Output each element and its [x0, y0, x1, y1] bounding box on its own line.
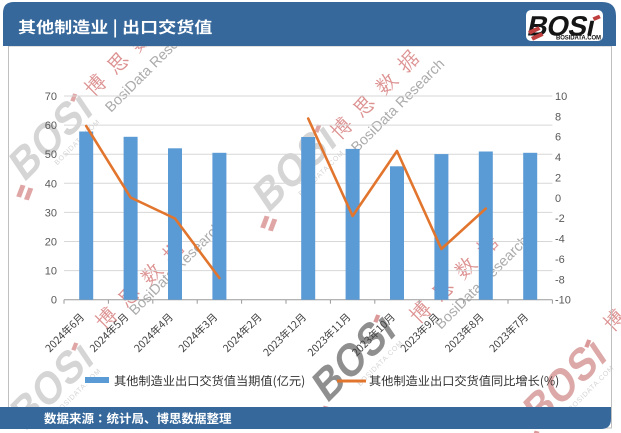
svg-text:60: 60: [45, 120, 57, 132]
svg-text:20: 20: [45, 237, 57, 249]
svg-text:10: 10: [555, 91, 567, 103]
svg-text:2: 2: [555, 173, 561, 185]
svg-text:30: 30: [45, 207, 57, 219]
svg-text:0: 0: [51, 295, 57, 307]
svg-text:-4: -4: [555, 234, 565, 246]
svg-text:6: 6: [555, 132, 561, 144]
svg-text:8: 8: [555, 111, 561, 123]
svg-text:10: 10: [45, 266, 57, 278]
svg-text:-8: -8: [555, 274, 565, 286]
svg-text:-6: -6: [555, 254, 565, 266]
svg-text:BOSIDATA.COM: BOSIDATA.COM: [556, 36, 601, 42]
svg-text:70: 70: [45, 91, 57, 103]
svg-text:-2: -2: [555, 213, 565, 225]
svg-text:-10: -10: [555, 295, 571, 307]
svg-text:50: 50: [45, 149, 57, 161]
svg-text:0: 0: [555, 193, 561, 205]
svg-text:40: 40: [45, 178, 57, 190]
svg-text:4: 4: [555, 152, 561, 164]
